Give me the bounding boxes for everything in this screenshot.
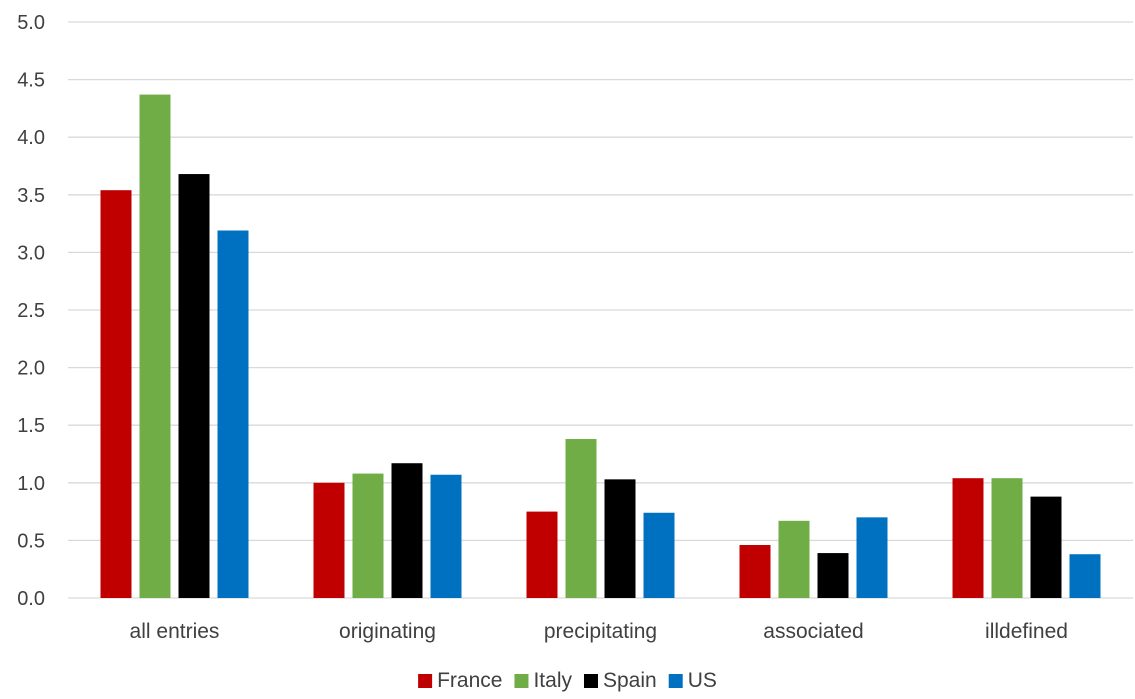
bar-france-all-entries <box>100 190 132 598</box>
y-tick-label: 3.0 <box>17 242 45 264</box>
x-category-label: originating <box>339 620 436 643</box>
y-tick-label: 3.5 <box>17 185 45 207</box>
legend-swatch-spain <box>583 674 598 688</box>
bar-italy-illdefined <box>991 478 1023 598</box>
bar-spain-originating <box>391 463 423 598</box>
y-axis-tick-labels: 0.0 0.5 1.0 1.5 2.0 2.5 3.0 3.5 4.0 4.5 5.0 <box>17 12 45 610</box>
bar-us-all-entries <box>217 230 249 598</box>
x-axis-category-labels: all entries originating precipitating assoc… <box>130 620 1068 643</box>
bar-spain-illdefined <box>1030 496 1062 598</box>
bar-france-precipitating <box>526 511 558 598</box>
bar-italy-originating <box>352 473 384 598</box>
y-tick-label: 2.5 <box>17 300 45 322</box>
x-category-label: associated <box>763 620 863 643</box>
y-tick-label: 1.5 <box>17 415 45 437</box>
bar-us-associated <box>856 517 888 598</box>
bar-france-illdefined <box>952 478 984 598</box>
y-tick-label: 5.0 <box>17 12 45 34</box>
bar-us-illdefined <box>1069 554 1101 598</box>
bar-france-originating <box>313 482 345 598</box>
y-tick-label: 0.5 <box>17 530 45 552</box>
bar-spain-associated <box>817 553 849 598</box>
bar-us-originating <box>430 474 462 598</box>
bar-us-precipitating <box>643 512 675 598</box>
legend-label: Spain <box>603 669 657 692</box>
y-tick-label: 1.0 <box>17 473 45 495</box>
bar-italy-all-entries <box>139 94 171 599</box>
legend-label: France <box>437 669 502 692</box>
legend-swatch-italy <box>514 674 529 688</box>
bar-italy-precipitating <box>565 439 597 598</box>
legend-label: US <box>688 669 717 692</box>
bar-italy-associated <box>778 520 810 598</box>
x-category-label: precipitating <box>544 620 657 643</box>
bar-spain-all-entries <box>178 174 210 598</box>
legend-swatch-france <box>418 674 433 688</box>
x-category-label: all entries <box>130 620 220 643</box>
y-tick-label: 4.0 <box>17 127 45 149</box>
legend-label: Italy <box>533 669 572 692</box>
legend: France Italy Spain US <box>418 669 717 692</box>
bar-spain-precipitating <box>604 479 636 598</box>
y-tick-label: 0.0 <box>17 588 45 610</box>
legend-swatch-us <box>668 674 683 688</box>
bar-france-associated <box>739 545 771 598</box>
x-category-label: illdefined <box>985 620 1068 643</box>
bars <box>100 94 1101 599</box>
y-tick-label: 4.5 <box>17 70 45 92</box>
y-tick-label: 2.0 <box>17 358 45 380</box>
